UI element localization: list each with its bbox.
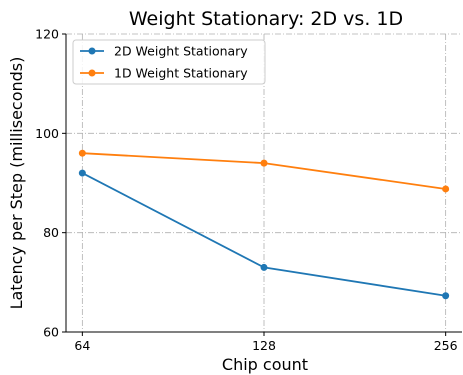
legend-label-1: 2D Weight Stationary (114, 44, 248, 59)
data-point-1-64 (78, 169, 86, 177)
series-2 (78, 149, 450, 193)
x-axis-label: Chip count (222, 355, 308, 374)
y-tick-label-80: 80 (43, 225, 59, 240)
y-tick-label-120: 120 (35, 27, 59, 42)
x-tick-label-128: 128 (252, 338, 276, 353)
data-point-1-128 (260, 263, 268, 271)
data-point-2-128 (260, 159, 268, 167)
data-point-2-256 (442, 185, 450, 193)
series-1 (78, 169, 450, 300)
legend-swatch-marker-1 (88, 47, 96, 55)
data-point-1-256 (442, 292, 450, 300)
y-tick-label-100: 100 (35, 126, 59, 141)
legend-box (72, 39, 266, 85)
chart-title: Weight Stationary: 2D vs. 1D (129, 8, 403, 30)
legend: 2D Weight Stationary 1D Weight Stationary (72, 39, 266, 85)
x-tick-label-64: 64 (74, 338, 90, 353)
series-layer (78, 149, 450, 300)
y-tick-label-60: 60 (43, 325, 59, 340)
ticks: 64 128 256 60 80 100 120 (35, 27, 457, 354)
data-point-2-64 (78, 149, 86, 157)
y-axis-label: Latency per Step (milliseconds) (7, 57, 26, 310)
legend-label-2: 1D Weight Stationary (114, 66, 248, 81)
legend-swatch-marker-2 (88, 69, 96, 77)
x-tick-label-256: 256 (434, 338, 458, 353)
